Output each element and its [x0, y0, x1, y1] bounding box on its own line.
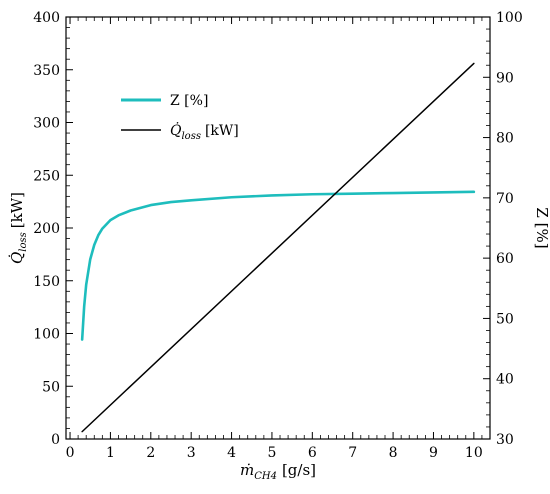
plot-frame — [65, 16, 491, 440]
y-right-tick-label: 90 — [496, 70, 514, 86]
y-left-tick-label: 100 — [33, 327, 60, 343]
legend: Z [%] Q̇loss [kW] — [121, 93, 239, 142]
y-right-tick-label: 100 — [496, 10, 523, 26]
x-tick-label: 5 — [267, 445, 276, 461]
ticks: 0 1 2 3 4 5 6 7 8 9 100501001502002503003504003040… — [33, 10, 522, 461]
y-axis-title-left: Q̇loss[kW] — [8, 192, 29, 264]
legend-label-z: Z [%] — [170, 93, 208, 109]
y-left-tick-label: 150 — [33, 274, 60, 290]
x-tick-label: 0 — [66, 445, 75, 461]
y-left-tick-label: 300 — [33, 116, 60, 132]
x-tick-label: 4 — [227, 445, 236, 461]
series-line-qloss — [81, 62, 475, 433]
y-right-tick-label: 70 — [496, 191, 514, 207]
y-left-tick-label: 400 — [33, 10, 60, 26]
y-right-tick-label: 30 — [496, 432, 514, 448]
x-tick-label: 10 — [465, 445, 483, 461]
x-tick-label: 7 — [348, 445, 357, 461]
y-right-tick-label: 50 — [496, 311, 514, 327]
y-left-tick-label: 250 — [33, 168, 60, 184]
legend-label-qloss: Q̇loss [kW] — [170, 121, 239, 142]
x-tick-label: 8 — [389, 445, 398, 461]
x-tick-label: 9 — [429, 445, 438, 461]
x-tick-label: 3 — [187, 445, 196, 461]
y-left-tick-label: 200 — [33, 221, 60, 237]
series-layer — [80, 62, 476, 433]
y-left-tick-label: 50 — [42, 379, 60, 395]
x-tick-label: 6 — [308, 445, 317, 461]
x-tick-label: 2 — [146, 445, 155, 461]
y-right-tick-label: 60 — [496, 251, 514, 267]
y-left-tick-label: 350 — [33, 63, 60, 79]
x-tick-label: 1 — [106, 445, 115, 461]
y-right-tick-label: 80 — [496, 131, 514, 147]
y-left-tick-label: 0 — [51, 432, 60, 448]
y-axis-title-right: Z [%] — [533, 207, 550, 248]
x-axis-title: ṁCH4 [g/s] — [240, 461, 316, 482]
series-line-z — [80, 190, 476, 341]
y-right-tick-label: 40 — [496, 372, 514, 388]
